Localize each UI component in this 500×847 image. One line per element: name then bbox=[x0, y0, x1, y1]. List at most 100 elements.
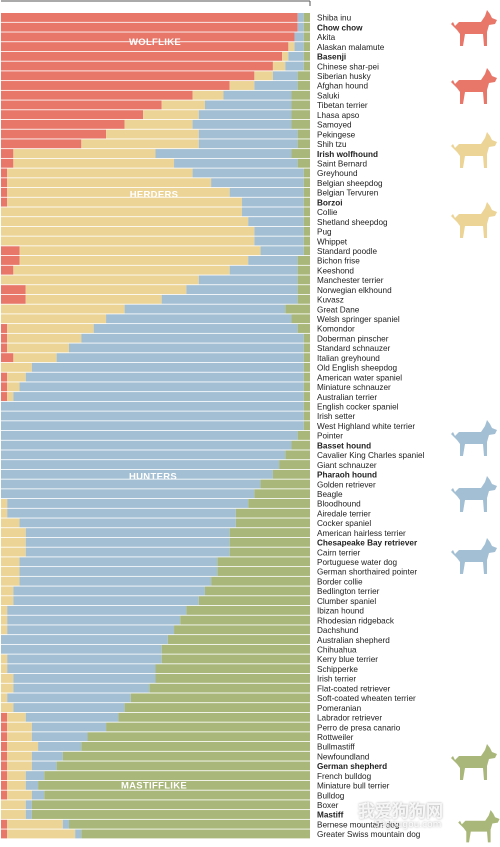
bar-segment-wolflike bbox=[1, 90, 193, 100]
bar-segment-mastifflike bbox=[124, 703, 310, 713]
bar-segment-hunters bbox=[161, 294, 298, 304]
bar-segment-wolflike bbox=[1, 712, 8, 722]
bar-segment-wolflike bbox=[1, 353, 14, 363]
bar-segment-herders bbox=[1, 537, 26, 547]
group-label-hunters: HUNTERS bbox=[129, 472, 177, 483]
bar-segment-hunters bbox=[13, 673, 156, 683]
bar-segment-mastifflike bbox=[149, 683, 310, 693]
breed-label: Miniature bull terrier bbox=[317, 782, 390, 791]
breed-label: Borzoi bbox=[317, 198, 342, 207]
bar-segment-hunters bbox=[1, 411, 304, 421]
bar-segment-hunters bbox=[186, 285, 298, 295]
bar-segment-herders bbox=[7, 790, 32, 800]
bar-segment-hunters bbox=[25, 372, 304, 382]
breed-label: Alaskan malamute bbox=[317, 43, 385, 52]
bar-segment-hunters bbox=[7, 499, 249, 508]
breed-label: Akita bbox=[317, 33, 336, 42]
bar-segment-hunters bbox=[198, 139, 298, 149]
bar-segment-herders bbox=[7, 168, 193, 178]
breed-label: Doberman pinscher bbox=[317, 334, 389, 343]
breed-label: Ibizan hound bbox=[317, 607, 364, 616]
bar-segment-wolflike bbox=[1, 61, 273, 71]
bar-segment-mastifflike bbox=[81, 829, 310, 839]
bar-segment-hunters bbox=[229, 265, 298, 275]
bar-segment-mastifflike bbox=[297, 256, 310, 265]
bar-segment-mastifflike bbox=[291, 100, 310, 110]
breed-label: Flat-coated retriever bbox=[317, 684, 391, 693]
breed-label: Bullmastiff bbox=[317, 743, 355, 752]
bar-segment-wolflike bbox=[1, 158, 14, 168]
breed-label: Old English sheepdog bbox=[317, 364, 398, 373]
bar-segment-mastifflike bbox=[161, 654, 310, 664]
bar-segment-wolflike bbox=[1, 256, 20, 265]
bar-segment-mastifflike bbox=[44, 790, 310, 800]
bar-segment-hunters bbox=[1, 450, 286, 460]
bar-segment-mastifflike bbox=[303, 392, 310, 401]
breed-label: Keeshond bbox=[317, 266, 354, 275]
breed-label: Greater Swiss mountain dog bbox=[317, 830, 421, 839]
bar-segment-mastifflike bbox=[291, 149, 310, 158]
breed-label: Saluki bbox=[317, 91, 339, 100]
breed-label: Basset hound bbox=[317, 441, 371, 450]
bar-segment-mastifflike bbox=[248, 499, 310, 508]
bar-segment-herders bbox=[1, 236, 255, 246]
bar-segment-mastifflike bbox=[106, 722, 310, 732]
breed-label: Shiba inu bbox=[317, 14, 352, 23]
breed-label: West Highland white terrier bbox=[317, 422, 415, 431]
breed-label: Beagle bbox=[317, 490, 343, 499]
bar-segment-mastifflike bbox=[229, 547, 310, 557]
bar-segment-herders bbox=[1, 275, 199, 285]
breed-label: Tibetan terrier bbox=[317, 101, 368, 110]
bar-segment-mastifflike bbox=[155, 664, 310, 674]
bar-segment-hunters bbox=[31, 790, 45, 800]
bar-segment-herders bbox=[1, 810, 26, 819]
breed-label: Cocker spaniel bbox=[317, 519, 371, 528]
bar-segment-hunters bbox=[13, 392, 304, 401]
bar-segment-hunters bbox=[1, 421, 304, 431]
bar-segment-mastifflike bbox=[303, 246, 310, 256]
breed-label: Clumber spaniel bbox=[317, 597, 376, 606]
breed-label: Bulldog bbox=[317, 791, 345, 800]
bar-segment-mastifflike bbox=[272, 469, 310, 479]
bar-segment-hunters bbox=[31, 362, 304, 372]
bar-segment-mastifflike bbox=[303, 61, 310, 71]
bar-segment-mastifflike bbox=[303, 42, 310, 52]
breed-label: Standard schnauzer bbox=[317, 344, 391, 353]
bar-segment-hunters bbox=[294, 32, 304, 42]
bar-segment-mastifflike bbox=[297, 139, 310, 149]
bar-segment-wolflike bbox=[1, 333, 8, 343]
bar-segment-herders bbox=[1, 664, 8, 674]
bar-segment-mastifflike bbox=[31, 800, 311, 810]
bar-segment-wolflike bbox=[1, 382, 8, 392]
bar-segment-mastifflike bbox=[303, 343, 310, 353]
breed-label: Irish terrier bbox=[317, 675, 356, 684]
bar-segment-herders bbox=[254, 71, 273, 81]
bar-segment-mastifflike bbox=[303, 207, 310, 217]
bar-segment-hunters bbox=[25, 771, 45, 781]
bar-segment-mastifflike bbox=[254, 489, 310, 499]
bar-segment-herders bbox=[272, 61, 286, 71]
bar-segment-wolflike bbox=[1, 372, 8, 382]
bar-segment-mastifflike bbox=[211, 576, 310, 586]
mastiff-silhouette-icon bbox=[458, 810, 500, 843]
bar-segment-herders bbox=[7, 751, 32, 761]
bar-segment-hunters bbox=[19, 576, 212, 586]
bar-segment-mastifflike bbox=[291, 119, 310, 129]
breed-label: Labrador retriever bbox=[317, 714, 382, 723]
bar-segment-wolflike bbox=[1, 829, 8, 839]
bar-segment-herders bbox=[1, 362, 32, 372]
bar-segment-hunters bbox=[19, 557, 218, 567]
bar-segment-hunters bbox=[1, 469, 273, 479]
bar-segment-mastifflike bbox=[291, 440, 310, 450]
bar-segment-herders bbox=[7, 771, 26, 781]
bar-segment-mastifflike bbox=[303, 411, 310, 421]
bar-segment-herders bbox=[1, 615, 8, 625]
bar-segment-mastifflike bbox=[235, 518, 310, 528]
breed-label: Belgian sheepdog bbox=[317, 179, 383, 188]
breed-label: Greyhound bbox=[317, 169, 358, 178]
bar-segment-hunters bbox=[204, 100, 292, 110]
bar-segment-mastifflike bbox=[297, 285, 310, 295]
bar-segment-hunters bbox=[25, 537, 230, 547]
bar-segment-wolflike bbox=[1, 71, 255, 81]
bar-segment-mastifflike bbox=[303, 22, 310, 32]
